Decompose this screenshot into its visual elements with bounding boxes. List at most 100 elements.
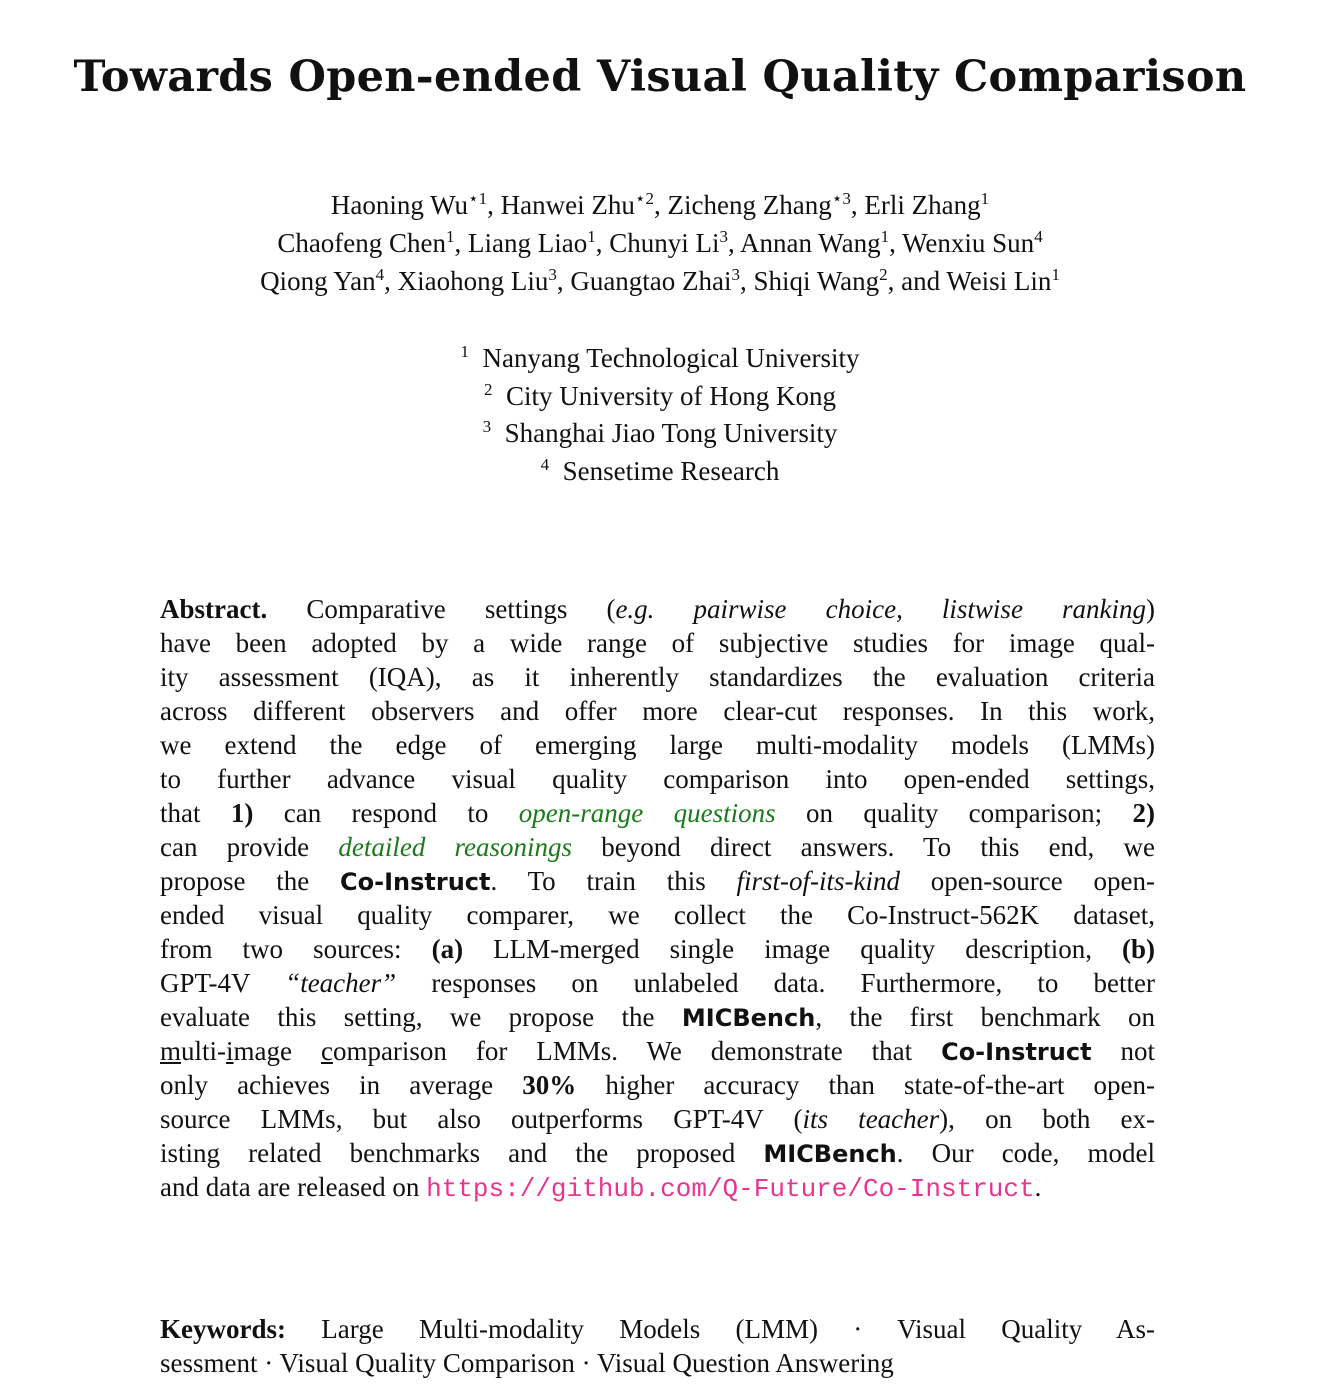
abstract-line: across different observers and offer mor… xyxy=(160,694,1155,728)
author-affiliation-mark: ⋆2 xyxy=(634,189,655,208)
abstract-text: ), on both ex- xyxy=(939,1104,1155,1134)
author-line: Chaofeng Chen1, Liang Liao1, Chunyi Li3,… xyxy=(277,227,1043,258)
keywords: Keywords: Large Multi-modality Models (L… xyxy=(160,1312,1155,1380)
author-affiliation-mark: 4 xyxy=(375,265,385,284)
affiliation-number: 3 xyxy=(482,417,492,436)
author-name: Chunyi Li xyxy=(609,228,720,258)
abstract-line: ended visual quality comparer, we collec… xyxy=(160,898,1155,932)
author-name: Zicheng Zhang xyxy=(667,190,832,220)
abstract-text: isting related benchmarks and the propos… xyxy=(160,1138,764,1168)
abstract-text: and data are released on xyxy=(160,1172,427,1202)
affiliation: 4 Sensetime Research xyxy=(0,453,1320,491)
abstract-text: GPT-4V xyxy=(160,968,286,998)
affiliation-list: 1 Nanyang Technological University 2 City… xyxy=(0,340,1320,490)
author-name: Qiong Yan xyxy=(260,266,376,296)
affiliation-name: Nanyang Technological University xyxy=(482,343,860,373)
abstract-text: ended visual quality comparer, we collec… xyxy=(160,900,1155,930)
abstract-text: ) xyxy=(1146,594,1156,624)
author-name: Erli Zhang xyxy=(864,190,981,220)
author-line: Haoning Wu⋆1, Hanwei Zhu⋆2, Zicheng Zhan… xyxy=(330,189,990,220)
abstract-text: i xyxy=(226,1036,234,1066)
abstract-text: open-range questions xyxy=(518,798,776,828)
abstract-text: responses on unlabeled data. Furthermore… xyxy=(396,968,1155,998)
author-affiliation-mark: 3 xyxy=(548,265,557,284)
abstract-line: have been adopted by a wide range of sub… xyxy=(160,626,1155,660)
author-affiliation-mark: 1 xyxy=(446,227,455,246)
author-name: Annan Wang xyxy=(740,228,881,258)
abstract-text: (b) xyxy=(1122,934,1155,964)
keywords-text: Large Multi-modality Models (LMM) · Visu… xyxy=(321,1314,1155,1344)
abstract-text: mage xyxy=(233,1036,321,1066)
abstract-line: and data are released on https://github.… xyxy=(160,1170,1155,1204)
abstract-text: (a) xyxy=(431,934,464,964)
method-name: Co-Instruct xyxy=(340,868,491,896)
author-affiliation-mark: 1 xyxy=(980,189,990,208)
abstract-text: . xyxy=(1034,1172,1042,1202)
abstract-text: propose the xyxy=(160,866,341,896)
author-name: Haoning Wu xyxy=(330,190,469,220)
abstract-text: across different observers and offer mor… xyxy=(160,696,1155,726)
abstract-text: 1) xyxy=(230,798,254,828)
author-name: Liang Liao xyxy=(468,228,588,258)
author-affiliation-mark: 4 xyxy=(1034,227,1043,246)
abstract-line: ity assessment (IQA), as it inherently s… xyxy=(160,660,1155,694)
affiliation-number: 4 xyxy=(540,454,550,474)
abstract-text: to further advance visual quality compar… xyxy=(160,764,1155,794)
github-link[interactable]: https://github.com/Q-Future/Co-Instruct xyxy=(426,1174,1035,1204)
abstract-text: 30% xyxy=(522,1070,577,1100)
author-affiliation-mark: 2 xyxy=(879,265,888,284)
abstract-text: m xyxy=(160,1036,182,1066)
abstract-text: first-of-its-kind xyxy=(736,866,901,896)
abstract: Abstract. Comparative settings (e.g. pai… xyxy=(160,592,1155,1204)
author-name: Xiaohong Liu xyxy=(397,266,549,296)
abstract-text: . Our code, model xyxy=(896,1138,1155,1168)
author-affiliation-mark: ⋆3 xyxy=(831,189,851,208)
author-affiliation-mark: 1 xyxy=(587,227,596,246)
affiliation-number: 1 xyxy=(460,342,469,361)
affiliation: 3 Shanghai Jiao Tong University xyxy=(0,415,1320,453)
abstract-line: Abstract. Comparative settings (e.g. pai… xyxy=(160,592,1155,626)
abstract-text: only achieves in average xyxy=(160,1070,523,1100)
abstract-text: its teacher xyxy=(802,1104,940,1134)
abstract-text: ulti- xyxy=(181,1036,227,1066)
abstract-text: open-source open- xyxy=(900,866,1156,896)
author-name: Guangtao Zhai xyxy=(570,266,732,296)
author-affiliation-mark: 1 xyxy=(880,227,890,246)
abstract-line: only achieves in average 30% higher accu… xyxy=(160,1068,1155,1102)
abstract-text: beyond direct answers. To this end, we xyxy=(572,832,1155,862)
abstract-text: not xyxy=(1091,1036,1155,1066)
author-name: Chaofeng Chen xyxy=(277,228,447,258)
affiliation: 1 Nanyang Technological University xyxy=(0,340,1320,378)
abstract-text: 2) xyxy=(1132,798,1156,828)
abstract-text: can provide xyxy=(160,832,339,862)
abstract-text: “teacher” xyxy=(285,968,397,998)
abstract-line: propose the Co-Instruct. To train this f… xyxy=(160,864,1155,898)
abstract-text: c xyxy=(320,1036,333,1066)
author-list: Haoning Wu⋆1, Hanwei Zhu⋆2, Zicheng Zhan… xyxy=(0,186,1320,300)
abstract-text: evaluate this setting, we propose the xyxy=(160,1002,682,1032)
abstract-text: source LMMs, but also outperforms GPT-4V… xyxy=(160,1104,803,1134)
author-affiliation-mark: 3 xyxy=(731,265,741,284)
abstract-text: detailed reasonings xyxy=(338,832,573,862)
abstract-line: evaluate this setting, we propose the MI… xyxy=(160,1000,1155,1034)
abstract-text: e.g. pairwise choice, listwise ranking xyxy=(615,594,1147,624)
abstract-line: to further advance visual quality compar… xyxy=(160,762,1155,796)
paper-title: Towards Open-ended Visual Quality Compar… xyxy=(73,52,1247,102)
abstract-text: LLM-merged single image quality descript… xyxy=(463,934,1122,964)
abstract-line: that 1) can respond to open-range questi… xyxy=(160,796,1155,830)
abstract-text: Abstract. xyxy=(160,594,268,624)
abstract-text: omparison for LMMs. We demonstrate that xyxy=(332,1036,942,1066)
abstract-line: from two sources: (a) LLM-merged single … xyxy=(160,932,1155,966)
abstract-line: multi-image comparison for LMMs. We demo… xyxy=(160,1034,1155,1068)
author-affiliation-mark: ⋆1 xyxy=(468,189,488,208)
author-name: Hanwei Zhu xyxy=(500,190,635,220)
method-name: Co-Instruct xyxy=(941,1038,1092,1066)
abstract-text: that xyxy=(160,798,231,828)
affiliation: 2 City University of Hong Kong xyxy=(0,378,1320,416)
abstract-line: we extend the edge of emerging large mul… xyxy=(160,728,1155,762)
keywords-text: sessment · Visual Quality Comparison · V… xyxy=(160,1348,894,1378)
method-name: MICBench xyxy=(681,1004,816,1032)
method-name: MICBench xyxy=(763,1140,897,1168)
abstract-line: GPT-4V “teacher” responses on unlabeled … xyxy=(160,966,1155,1000)
abstract-text: Comparative settings ( xyxy=(267,594,616,624)
